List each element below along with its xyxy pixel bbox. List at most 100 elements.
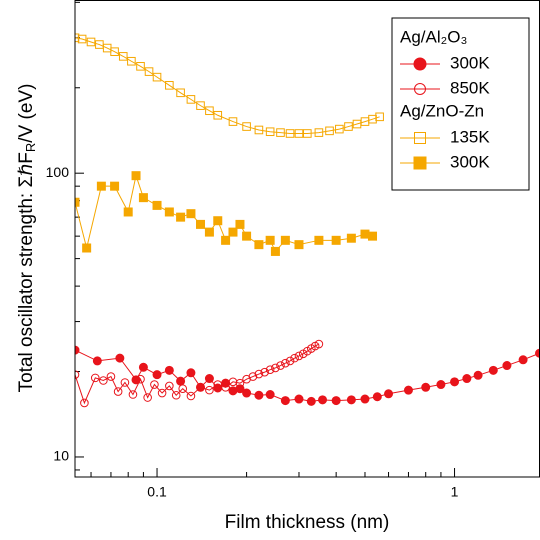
marker bbox=[186, 391, 196, 401]
marker bbox=[285, 129, 295, 138]
marker bbox=[120, 378, 130, 387]
marker bbox=[372, 392, 382, 402]
marker bbox=[144, 67, 154, 76]
y-axis-label-part: /V (eV) bbox=[16, 84, 37, 143]
marker bbox=[96, 181, 106, 191]
marker bbox=[331, 235, 341, 245]
series-line bbox=[75, 343, 320, 405]
marker bbox=[242, 231, 252, 241]
legend-marker bbox=[413, 156, 427, 170]
marker bbox=[265, 390, 275, 400]
marker bbox=[213, 380, 223, 389]
marker bbox=[254, 369, 264, 379]
marker bbox=[143, 393, 152, 402]
marker bbox=[205, 106, 214, 116]
marker bbox=[80, 398, 89, 408]
marker bbox=[346, 395, 356, 405]
plot-area bbox=[75, 33, 540, 408]
marker bbox=[186, 95, 196, 104]
marker bbox=[285, 356, 295, 366]
marker bbox=[186, 368, 196, 378]
marker bbox=[110, 47, 119, 56]
marker bbox=[360, 229, 370, 239]
marker bbox=[176, 88, 185, 98]
marker bbox=[213, 110, 223, 120]
marker bbox=[344, 122, 353, 131]
marker bbox=[294, 394, 304, 404]
marker bbox=[384, 389, 394, 399]
marker bbox=[136, 374, 145, 384]
marker bbox=[138, 362, 148, 372]
marker bbox=[150, 380, 159, 389]
marker bbox=[152, 200, 162, 210]
legend-label: 300K bbox=[450, 53, 490, 72]
marker bbox=[99, 376, 108, 385]
marker bbox=[260, 367, 269, 377]
marker bbox=[152, 72, 162, 82]
marker bbox=[186, 209, 196, 219]
legend: Ag/Al₂O₃ 300K 850K Ag/ZnO-Zn 135K 300K bbox=[391, 17, 530, 191]
marker bbox=[75, 370, 80, 379]
marker bbox=[403, 385, 413, 395]
marker bbox=[280, 396, 290, 406]
marker bbox=[228, 117, 238, 126]
marker bbox=[235, 378, 245, 388]
marker bbox=[171, 390, 181, 400]
marker bbox=[303, 129, 312, 138]
marker bbox=[360, 394, 370, 404]
marker bbox=[242, 122, 251, 131]
marker bbox=[281, 358, 290, 368]
legend-label: 300K bbox=[450, 152, 490, 171]
y-axis-label-part: R bbox=[23, 143, 38, 152]
x-tick-label: 1 bbox=[451, 484, 459, 500]
marker bbox=[221, 382, 230, 392]
marker bbox=[294, 351, 304, 361]
marker bbox=[462, 374, 472, 384]
marker bbox=[421, 382, 431, 392]
marker bbox=[196, 219, 206, 229]
marker bbox=[325, 126, 334, 136]
marker bbox=[113, 387, 123, 396]
marker bbox=[368, 231, 378, 241]
marker bbox=[118, 52, 128, 61]
marker bbox=[152, 370, 162, 380]
marker bbox=[75, 345, 80, 355]
marker bbox=[271, 363, 280, 373]
marker bbox=[294, 240, 304, 250]
marker bbox=[346, 233, 356, 243]
marker bbox=[276, 128, 285, 137]
marker bbox=[204, 374, 214, 384]
marker bbox=[106, 372, 116, 381]
marker bbox=[318, 395, 328, 405]
y-axis-label-part: Total oscillator strength: ΣℏF bbox=[16, 152, 37, 392]
marker bbox=[164, 365, 174, 375]
marker bbox=[254, 125, 264, 135]
marker bbox=[196, 101, 205, 110]
marker bbox=[82, 243, 92, 253]
marker bbox=[157, 388, 167, 398]
marker bbox=[165, 81, 174, 90]
marker bbox=[128, 390, 138, 399]
marker bbox=[254, 390, 264, 400]
marker bbox=[265, 235, 275, 245]
marker bbox=[123, 207, 133, 217]
marker bbox=[314, 339, 324, 349]
marker bbox=[127, 56, 136, 66]
marker bbox=[221, 235, 231, 245]
y-tick-label: 100 bbox=[46, 164, 70, 180]
marker bbox=[115, 353, 125, 363]
marker bbox=[75, 197, 80, 207]
marker bbox=[86, 37, 96, 47]
x-tick-label: 0.1 bbox=[147, 484, 167, 500]
marker bbox=[176, 212, 186, 222]
marker bbox=[205, 385, 214, 395]
marker bbox=[176, 376, 186, 386]
marker bbox=[164, 207, 174, 217]
marker bbox=[473, 370, 483, 380]
legend-group-title: Ag/ZnO-Zn bbox=[400, 101, 484, 120]
marker bbox=[502, 361, 512, 371]
marker bbox=[290, 353, 299, 363]
marker bbox=[294, 129, 304, 138]
marker bbox=[450, 377, 460, 387]
marker bbox=[178, 384, 188, 394]
